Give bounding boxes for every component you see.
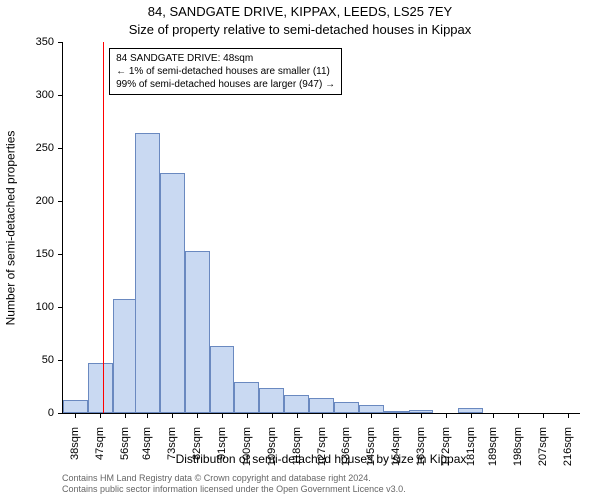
- histogram-bar: [309, 398, 334, 413]
- y-tick: [58, 307, 63, 308]
- y-tick: [58, 42, 63, 43]
- x-tick: [147, 413, 148, 418]
- y-tick: [58, 413, 63, 414]
- x-tick: [125, 413, 126, 418]
- histogram-bar: [63, 400, 88, 413]
- credits: Contains HM Land Registry data © Crown c…: [62, 473, 580, 496]
- x-tick: [421, 413, 422, 418]
- x-tick: [493, 413, 494, 418]
- x-tick: [100, 413, 101, 418]
- histogram-bar: [135, 133, 160, 413]
- y-tick-label: 0: [14, 407, 54, 419]
- x-tick: [322, 413, 323, 418]
- annotation-line: ← 1% of semi-detached houses are smaller…: [116, 65, 335, 78]
- x-tick: [172, 413, 173, 418]
- y-tick-label: 250: [14, 142, 54, 154]
- y-tick-label: 150: [14, 248, 54, 260]
- x-tick: [247, 413, 248, 418]
- annotation-box: 84 SANDGATE DRIVE: 48sqm← 1% of semi-det…: [109, 48, 342, 95]
- x-tick: [371, 413, 372, 418]
- y-tick-label: 100: [14, 301, 54, 313]
- x-axis-label: Distribution of semi-detached houses by …: [62, 452, 580, 466]
- x-tick: [471, 413, 472, 418]
- x-tick: [346, 413, 347, 418]
- y-tick-label: 200: [14, 195, 54, 207]
- y-tick: [58, 148, 63, 149]
- x-tick: [396, 413, 397, 418]
- histogram-bar: [160, 173, 185, 413]
- x-tick: [518, 413, 519, 418]
- x-tick: [543, 413, 544, 418]
- y-tick: [58, 254, 63, 255]
- reference-line: [103, 42, 104, 413]
- x-tick: [272, 413, 273, 418]
- credits-line-1: Contains HM Land Registry data © Crown c…: [62, 473, 580, 484]
- x-tick: [568, 413, 569, 418]
- title-sub: Size of property relative to semi-detach…: [0, 22, 600, 37]
- histogram-bar: [88, 363, 113, 413]
- annotation-line: 99% of semi-detached houses are larger (…: [116, 78, 335, 91]
- histogram-bar: [210, 346, 235, 413]
- histogram-bar: [259, 388, 284, 413]
- annotation-line: 84 SANDGATE DRIVE: 48sqm: [116, 52, 335, 65]
- y-tick: [58, 95, 63, 96]
- y-tick: [58, 201, 63, 202]
- histogram-bar: [185, 251, 210, 413]
- plot-area: 05010015020025030035038sqm47sqm56sqm64sq…: [62, 42, 580, 414]
- x-tick: [75, 413, 76, 418]
- histogram-bar: [359, 405, 384, 413]
- x-tick: [297, 413, 298, 418]
- x-tick: [222, 413, 223, 418]
- x-tick: [446, 413, 447, 418]
- y-tick-label: 300: [14, 89, 54, 101]
- x-tick: [197, 413, 198, 418]
- histogram-bar: [284, 395, 309, 413]
- histogram-bar: [334, 402, 359, 413]
- y-tick: [58, 360, 63, 361]
- chart-container: 84, SANDGATE DRIVE, KIPPAX, LEEDS, LS25 …: [0, 0, 600, 500]
- y-tick-label: 50: [14, 354, 54, 366]
- credits-line-2: Contains public sector information licen…: [62, 484, 580, 495]
- y-tick-label: 350: [14, 36, 54, 48]
- histogram-bar: [234, 382, 259, 413]
- title-main: 84, SANDGATE DRIVE, KIPPAX, LEEDS, LS25 …: [0, 4, 600, 19]
